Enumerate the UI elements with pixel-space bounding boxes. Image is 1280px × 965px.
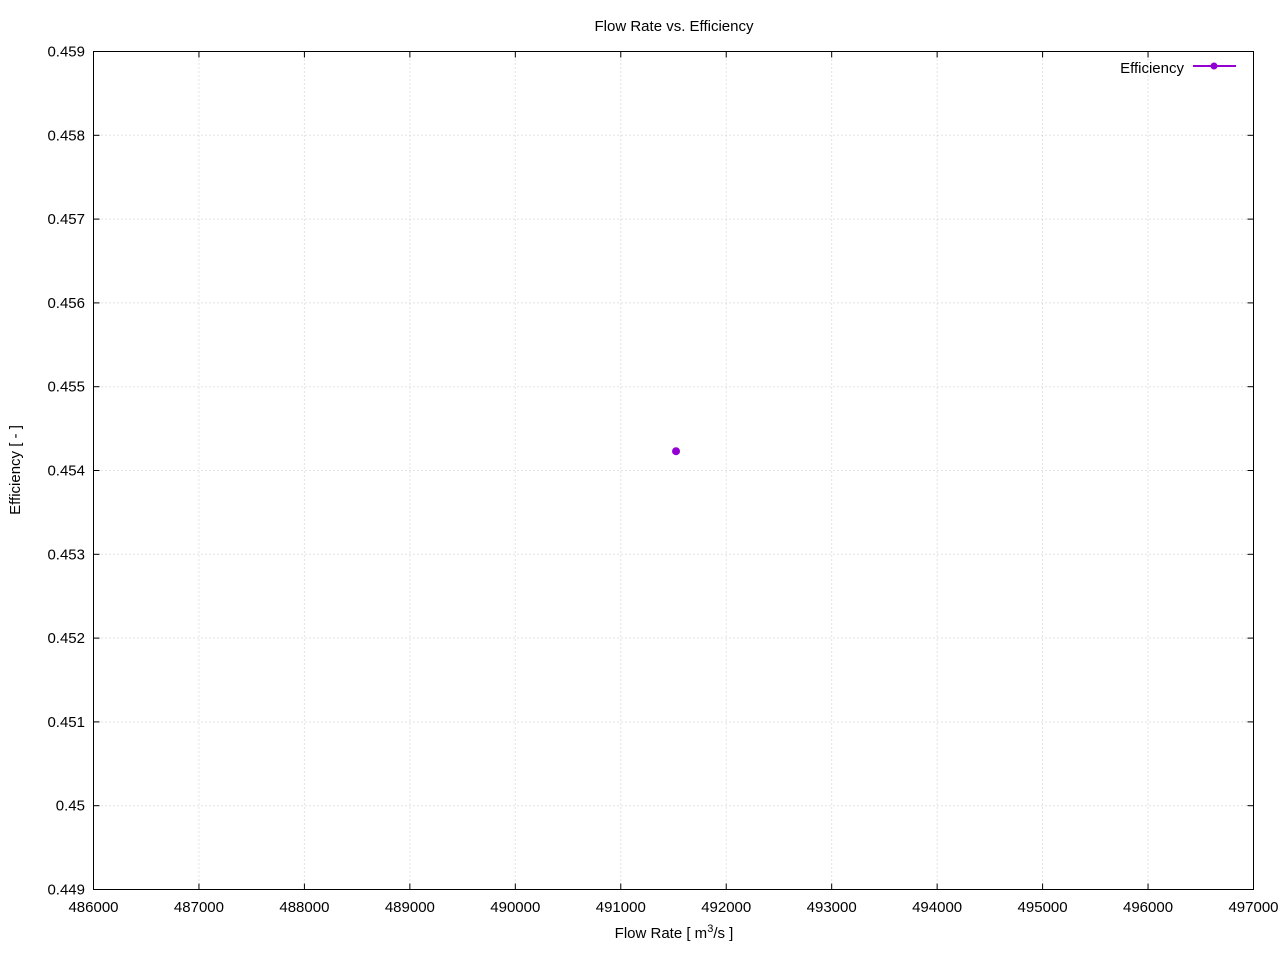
x-tick-label: 496000 — [1123, 899, 1173, 916]
y-tick-label: 0.459 — [47, 44, 85, 61]
ticks: 486000 487000 488000 489000 490000 491000 4920… — [47, 44, 1278, 917]
y-tick-label: 0.45 — [56, 798, 85, 815]
y-tick-label: 0.456 — [47, 295, 85, 312]
x-tick-label: 497000 — [1228, 899, 1278, 916]
legend: Efficiency — [1120, 60, 1236, 77]
x-tick-label: 493000 — [807, 899, 857, 916]
legend-marker — [1210, 62, 1218, 70]
x-tick-label: 487000 — [174, 899, 224, 916]
y-tick-label: 0.453 — [47, 546, 85, 563]
y-tick-label: 0.458 — [47, 127, 85, 144]
x-tick-label: 489000 — [385, 899, 435, 916]
y-tick-label: 0.449 — [47, 882, 85, 899]
series-efficiency — [672, 447, 681, 456]
y-tick-label: 0.455 — [47, 379, 85, 396]
x-tick-label: 494000 — [912, 899, 962, 916]
grid — [93, 51, 1254, 890]
y-tick-label: 0.454 — [47, 463, 85, 480]
data-point — [672, 447, 681, 456]
chart-title: Flow Rate vs. Efficiency — [595, 18, 754, 35]
x-tick-label: 491000 — [596, 899, 646, 916]
x-tick-label: 488000 — [279, 899, 329, 916]
x-tick-label: 490000 — [490, 899, 540, 916]
y-tick-label: 0.452 — [47, 630, 85, 647]
legend-label: Efficiency — [1120, 60, 1184, 77]
x-tick-label: 492000 — [701, 899, 751, 916]
plot-border — [93, 51, 1254, 890]
y-tick-label: 0.451 — [47, 714, 85, 731]
y-axis-label: Efficiency [ - ] — [7, 425, 24, 515]
x-tick-label: 486000 — [68, 899, 118, 916]
y-tick-label: 0.457 — [47, 211, 85, 228]
x-axis-label: Flow Rate [ m3/s ] — [615, 923, 734, 942]
x-tick-label: 495000 — [1018, 899, 1068, 916]
